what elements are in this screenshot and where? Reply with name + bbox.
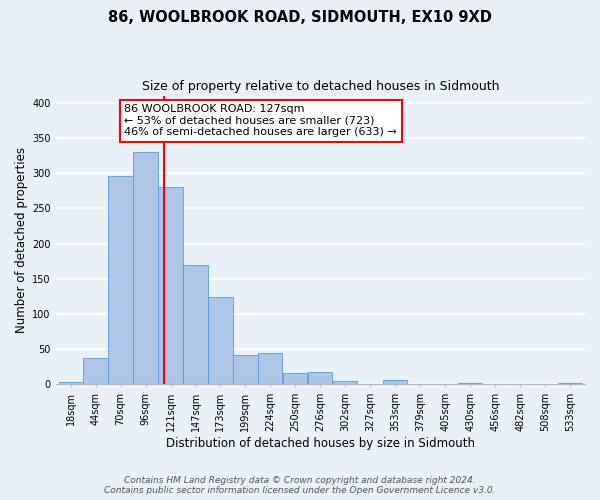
Y-axis label: Number of detached properties: Number of detached properties [15,147,28,333]
Bar [133,152,158,384]
Bar [233,355,257,384]
Bar [258,352,283,384]
Bar [184,264,208,384]
Bar [83,358,108,384]
Bar [158,187,182,384]
X-axis label: Distribution of detached houses by size in Sidmouth: Distribution of detached houses by size … [166,437,475,450]
Bar [458,383,482,384]
Bar [283,373,307,384]
Bar [208,297,233,384]
Text: 86 WOOLBROOK ROAD: 127sqm
← 53% of detached houses are smaller (723)
46% of semi: 86 WOOLBROOK ROAD: 127sqm ← 53% of detac… [124,104,397,138]
Title: Size of property relative to detached houses in Sidmouth: Size of property relative to detached ho… [142,80,499,93]
Text: 86, WOOLBROOK ROAD, SIDMOUTH, EX10 9XD: 86, WOOLBROOK ROAD, SIDMOUTH, EX10 9XD [108,10,492,25]
Text: Contains HM Land Registry data © Crown copyright and database right 2024.
Contai: Contains HM Land Registry data © Crown c… [104,476,496,495]
Bar [109,176,133,384]
Bar [308,372,332,384]
Bar [383,380,407,384]
Bar [333,381,358,384]
Bar [59,382,83,384]
Bar [558,383,582,384]
